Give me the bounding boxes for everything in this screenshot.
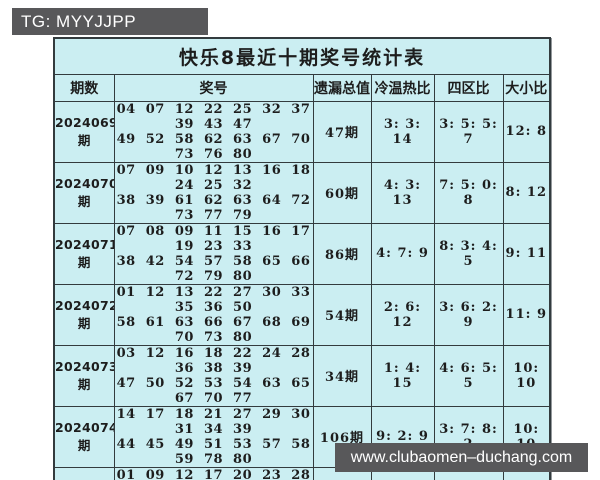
- numbers-line-2: 58 61 63 66 67 68 69 70 73 80: [116, 314, 311, 345]
- numbers-line-1: 03 12 16 18 22 24 28 36 38 39: [116, 345, 311, 376]
- numbers-line-2: 49 52 58 62 63 67 70 73 76 80: [116, 131, 311, 162]
- period-cell: 2024072期: [53, 283, 115, 346]
- cold-warm-hot-cell: 2: 6: 12: [370, 283, 435, 346]
- big-small-ratio-cell: 9: 11: [502, 222, 551, 285]
- table-row: 2024069期 04 07 12 22 25 32 37 39 43 47 49 …: [53, 100, 551, 163]
- four-zone-ratio-cell: 3: 6: 2: 9: [433, 283, 504, 346]
- numbers-line-2: 47 50 52 53 54 63 65 67 70 77: [116, 375, 311, 406]
- numbers-line-1: 14 17 18 21 27 29 30 31 34 39: [116, 406, 311, 437]
- stats-table: 快乐8最近十期奖号统计表 期数 奖号 遗漏总值 冷温热比 四区比 大小比 202…: [53, 37, 552, 480]
- header-big-small-ratio: 大小比: [502, 73, 551, 102]
- big-small-ratio-cell: 11: 9: [502, 283, 551, 346]
- website-badge: www.clubaomen–duchang.com: [335, 443, 588, 472]
- period-cell: 2024074期: [53, 405, 115, 468]
- numbers-line-1: 07 09 10 12 13 16 18 24 25 32: [116, 162, 311, 193]
- table-row: 2024072期 01 12 13 22 27 30 33 35 36 50 58 …: [53, 283, 551, 346]
- lottery-stats-table: 快乐8最近十期奖号统计表 期数 奖号 遗漏总值 冷温热比 四区比 大小比 202…: [53, 37, 552, 480]
- big-small-ratio-cell: 8: 12: [502, 161, 551, 224]
- header-row: 期数 奖号 遗漏总值 冷温热比 四区比 大小比: [53, 73, 551, 102]
- four-zone-ratio-cell: 8: 3: 4: 5: [433, 222, 504, 285]
- big-small-ratio-cell: 12: 8: [502, 100, 551, 163]
- period-cell: 2024071期: [53, 222, 115, 285]
- title-row: 快乐8最近十期奖号统计表: [53, 37, 551, 75]
- period-cell: 2024073期: [53, 344, 115, 407]
- winning-numbers-cell: 07 08 09 11 15 16 17 19 23 33 38 42 54 57…: [113, 222, 314, 285]
- table-row: 2024071期 07 08 09 11 15 16 17 19 23 33 38 …: [53, 222, 551, 285]
- numbers-line-1: 01 09 12 17 20 23 28 30 36 40: [116, 467, 311, 480]
- winning-numbers-cell: 01 12 13 22 27 30 33 35 36 50 58 61 63 66…: [113, 283, 314, 346]
- numbers-line-2: 38 39 61 62 63 64 72 73 77 79: [116, 192, 311, 223]
- table-title: 快乐8最近十期奖号统计表: [53, 37, 551, 75]
- omission-total-cell: 47期: [312, 100, 372, 163]
- big-small-ratio-cell: 10: 10: [502, 344, 551, 407]
- header-period: 期数: [53, 73, 115, 102]
- four-zone-ratio-cell: 4: 6: 5: 5: [433, 344, 504, 407]
- numbers-line-1: 07 08 09 11 15 16 17 19 23 33: [116, 223, 311, 254]
- numbers-line-1: 01 12 13 22 27 30 33 35 36 50: [116, 284, 311, 315]
- four-zone-ratio-cell: 7: 5: 0: 8: [433, 161, 504, 224]
- cold-warm-hot-cell: 4: 7: 9: [370, 222, 435, 285]
- cold-warm-hot-cell: 1: 4: 15: [370, 344, 435, 407]
- numbers-line-1: 04 07 12 22 25 32 37 39 43 47: [116, 101, 311, 132]
- header-four-zone-ratio: 四区比: [433, 73, 504, 102]
- period-cell: 2024069期: [53, 100, 115, 163]
- period-cell: 2024075期: [53, 466, 115, 480]
- winning-numbers-cell: 14 17 18 21 27 29 30 31 34 39 44 45 49 51…: [113, 405, 314, 468]
- winning-numbers-cell: 03 12 16 18 22 24 28 36 38 39 47 50 52 53…: [113, 344, 314, 407]
- omission-total-cell: 34期: [312, 344, 372, 407]
- numbers-line-2: 38 42 54 57 58 65 66 72 79 80: [116, 253, 311, 284]
- cold-warm-hot-cell: 3: 3: 14: [370, 100, 435, 163]
- four-zone-ratio-cell: 3: 5: 5: 7: [433, 100, 504, 163]
- numbers-line-2: 44 45 49 51 53 57 58 59 78 80: [116, 436, 311, 467]
- winning-numbers-cell: 04 07 12 22 25 32 37 39 43 47 49 52 58 62…: [113, 100, 314, 163]
- winning-numbers-cell: 01 09 12 17 20 23 28 30 36 4046 51 54 56…: [113, 466, 314, 480]
- table-row: 2024073期 03 12 16 18 22 24 28 36 38 39 47 …: [53, 344, 551, 407]
- winning-numbers-cell: 07 09 10 12 13 16 18 24 25 32 38 39 61 62…: [113, 161, 314, 224]
- cold-warm-hot-cell: 4: 3: 13: [370, 161, 435, 224]
- header-omission-total: 遗漏总值: [312, 73, 372, 102]
- telegram-badge: TG: MYYJJPP: [12, 8, 208, 35]
- period-cell: 2024070期: [53, 161, 115, 224]
- omission-total-cell: 54期: [312, 283, 372, 346]
- header-winning-numbers: 奖号: [113, 73, 314, 102]
- omission-total-cell: 60期: [312, 161, 372, 224]
- table-row: 2024070期 07 09 10 12 13 16 18 24 25 32 38 …: [53, 161, 551, 224]
- omission-total-cell: 86期: [312, 222, 372, 285]
- header-cold-warm-hot-ratio: 冷温热比: [370, 73, 435, 102]
